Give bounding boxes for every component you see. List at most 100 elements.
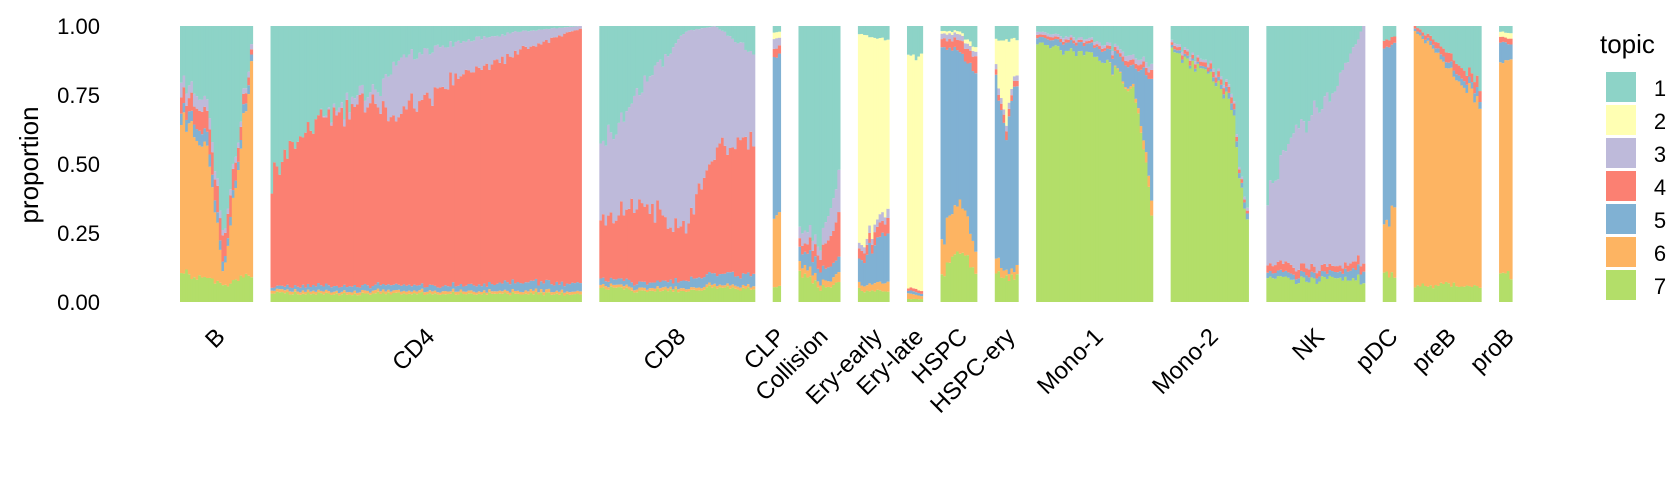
bar-segment-topic-5: [837, 257, 840, 272]
bar-segment-topic-3: [1246, 208, 1249, 211]
bar-segment-topic-7: [1016, 274, 1019, 302]
bar-segment-topic-4: [1478, 91, 1481, 102]
bar-segment-topic-7: [837, 282, 840, 302]
bar-segment-topic-4: [886, 218, 889, 233]
bar-segment-topic-7: [1246, 219, 1249, 302]
y-tick-label: 0.00: [57, 290, 100, 315]
bar-segment-topic-6: [579, 291, 582, 294]
bar-segment-topic-1: [1509, 26, 1512, 33]
bar-segment-topic-5: [1478, 102, 1481, 109]
legend-swatch-topic-3: [1606, 138, 1636, 168]
bar-segment-topic-6: [1393, 207, 1396, 277]
group-mono-2: [1171, 26, 1249, 302]
bar-segment-topic-2: [920, 54, 923, 291]
bar-segment-topic-4: [752, 146, 755, 273]
bar-segment-topic-5: [1016, 86, 1019, 265]
y-tick-label: 0.75: [57, 83, 100, 108]
bar-segment-topic-5: [778, 54, 781, 213]
group-clp: [773, 26, 781, 302]
bar-segment-topic-1: [1246, 26, 1249, 208]
bar-segment-topic-4: [920, 291, 923, 294]
bar-segment-topic-5: [886, 233, 889, 281]
bar-segment-topic-5: [752, 274, 755, 286]
legend-label: 2: [1654, 109, 1666, 134]
group-cd4: [271, 26, 582, 302]
bar-segment-topic-2: [974, 47, 977, 52]
y-tick-label: 0.50: [57, 152, 100, 177]
bar-segment-topic-7: [920, 299, 923, 302]
bar-segment-topic-3: [752, 55, 755, 147]
bar-segment-topic-1: [1393, 26, 1396, 37]
group-hspc-ery: [995, 26, 1019, 302]
group-prob: [1499, 26, 1513, 302]
bar-segment-topic-3: [1016, 75, 1019, 80]
bar-segment-topic-6: [920, 296, 923, 299]
group-cd8: [599, 26, 755, 302]
bar-segment-topic-4: [250, 49, 253, 54]
group-ery-late: [907, 26, 923, 302]
bar-segment-topic-7: [579, 294, 582, 302]
y-tick-label: 0.25: [57, 221, 100, 246]
x-tick-label: pDC: [1350, 323, 1403, 376]
bar-segment-topic-4: [778, 45, 781, 53]
bar-segment-topic-7: [752, 289, 755, 302]
bar-segment-topic-7: [250, 277, 253, 302]
group-nk: [1266, 26, 1365, 302]
bar-segment-topic-3: [1150, 64, 1153, 70]
group-ery-early: [858, 26, 890, 302]
bar-segment-topic-4: [837, 212, 840, 257]
bar-segment-topic-4: [1246, 211, 1249, 214]
group-mono-1: [1036, 26, 1153, 302]
bar-segment-topic-1: [920, 26, 923, 54]
legend-swatch-topic-1: [1606, 72, 1636, 102]
bar-segment-topic-6: [837, 272, 840, 282]
x-tick-label: Mono-1: [1032, 323, 1109, 400]
bar-area: [180, 26, 1513, 302]
bar-segment-topic-4: [1016, 81, 1019, 86]
bar-segment-topic-1: [1016, 26, 1019, 40]
bar-segment-topic-1: [974, 26, 977, 47]
legend-label: 1: [1654, 76, 1666, 101]
bar-segment-topic-6: [778, 212, 781, 286]
bar-segment-topic-7: [778, 286, 781, 302]
bar-segment-topic-4: [1393, 37, 1396, 43]
bar-segment-topic-5: [974, 73, 977, 251]
bar-segment-topic-6: [1150, 201, 1153, 216]
bar-segment-topic-4: [974, 56, 977, 73]
x-tick-label: Mono-2: [1147, 323, 1224, 400]
bar-segment-topic-2: [1509, 33, 1512, 38]
bar-segment-topic-2: [886, 40, 889, 209]
legend-label: 5: [1654, 208, 1666, 233]
legend-title: topic: [1600, 29, 1655, 59]
legend-label: 7: [1654, 274, 1666, 299]
legend-swatch-topic-4: [1606, 171, 1636, 201]
bar-segment-topic-5: [1393, 43, 1396, 208]
x-tick-label: CD4: [387, 323, 440, 376]
bar-segment-topic-5: [1150, 79, 1153, 201]
bar-segment-topic-1: [837, 26, 840, 170]
bar-segment-topic-1: [1478, 26, 1481, 91]
bar-segment-topic-2: [778, 32, 781, 38]
bar-segment-topic-4: [1150, 70, 1153, 79]
bar-segment-topic-1: [752, 26, 755, 55]
bar-segment-topic-5: [579, 283, 582, 291]
y-axis-label: proportion: [14, 106, 44, 223]
x-tick-label: preB: [1407, 323, 1462, 378]
x-tick-label: B: [200, 323, 230, 353]
bar-segment-topic-6: [886, 282, 889, 292]
legend-label: 3: [1654, 142, 1666, 167]
bar-segment-topic-7: [1509, 279, 1512, 302]
bar-segment-topic-3: [974, 52, 977, 56]
legend-swatch-topic-7: [1606, 270, 1636, 300]
bar-segment-topic-4: [1362, 264, 1365, 272]
bar-segment-topic-7: [1393, 278, 1396, 302]
bar-segment-topic-7: [1150, 216, 1153, 302]
bar-segment-topic-1: [250, 26, 253, 44]
bar-segment-topic-3: [837, 170, 840, 212]
bar-segment-topic-1: [886, 26, 889, 40]
legend-label: 4: [1654, 175, 1666, 200]
